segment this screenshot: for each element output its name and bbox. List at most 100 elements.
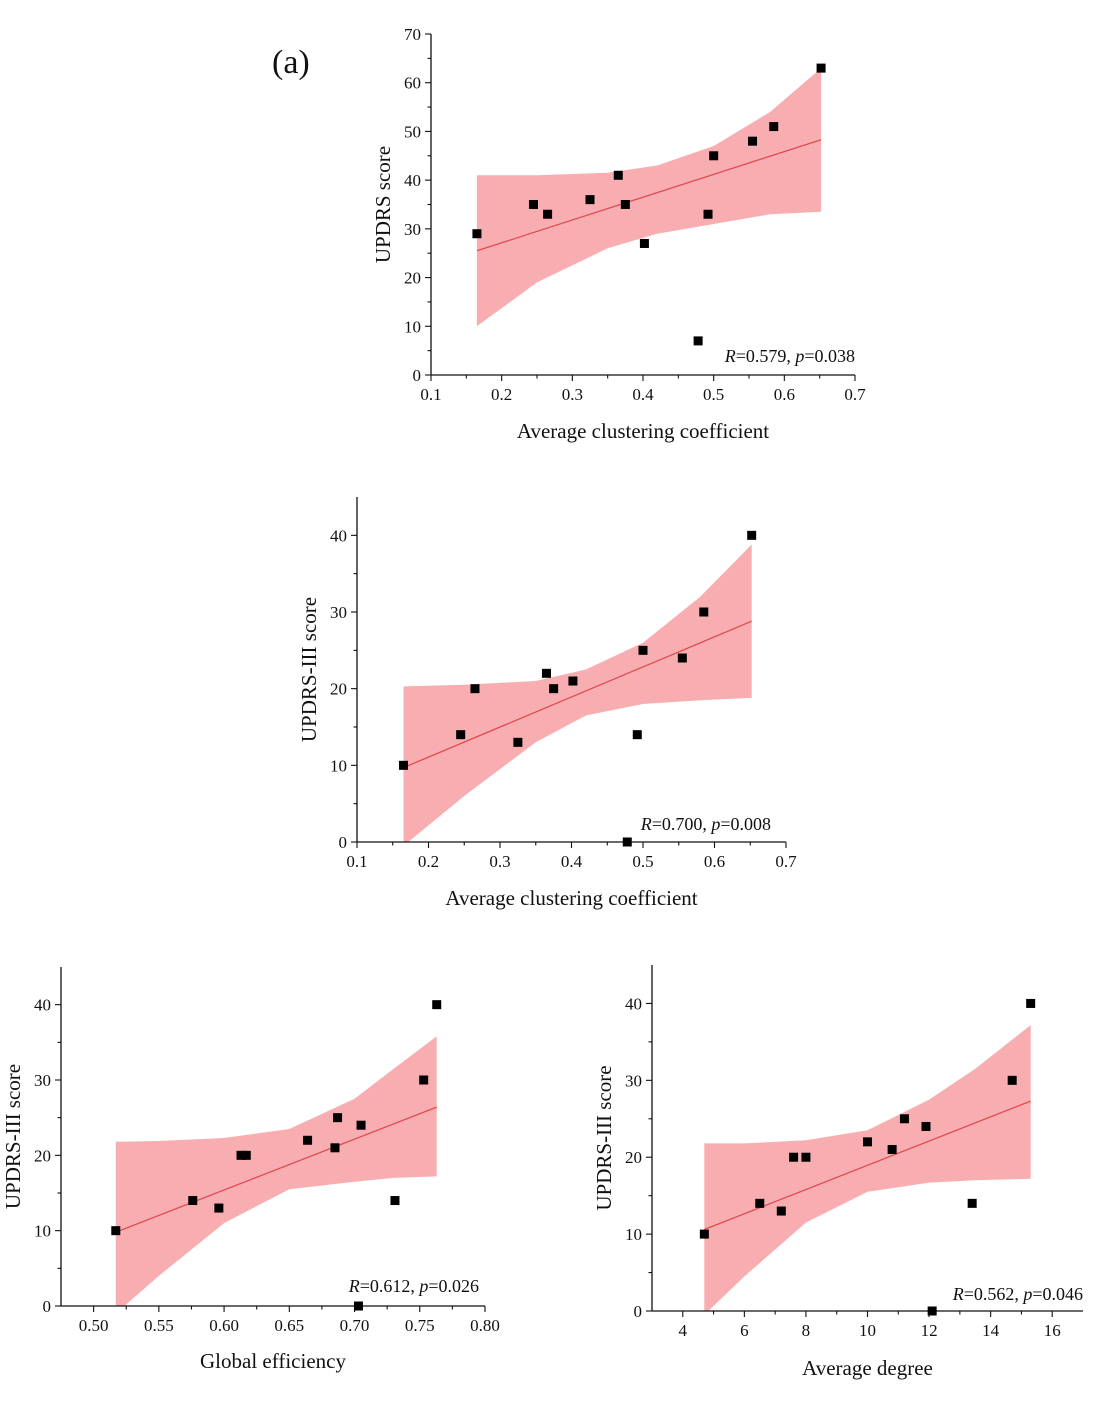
- x-tick-label: 0.70: [340, 1316, 370, 1335]
- correlation-annotation: R=0.612, p=0.026: [348, 1276, 479, 1296]
- data-point: [470, 684, 480, 694]
- data-point: [967, 1198, 977, 1208]
- data-point: [677, 653, 687, 663]
- y-axis-label: UPDRS-III score: [592, 1065, 616, 1210]
- data-point: [816, 63, 826, 73]
- y-tick-label: 30: [404, 220, 421, 239]
- x-tick-label: 0.4: [632, 385, 654, 404]
- y-tick-label: 40: [404, 171, 421, 190]
- y-tick-label: 30: [330, 603, 347, 622]
- x-tick-label: 0.7: [775, 852, 797, 871]
- x-tick-label: 12: [921, 1321, 938, 1340]
- regression-line: [403, 620, 752, 769]
- x-tick-label: 0.6: [704, 852, 725, 871]
- confidence-band: [115, 1036, 437, 1306]
- correlation-annotation: R=0.700, p=0.008: [640, 814, 771, 834]
- y-tick-label: 0: [634, 1302, 643, 1321]
- data-point: [390, 1196, 400, 1206]
- data-point: [709, 151, 719, 161]
- x-tick-label: 0.75: [405, 1316, 435, 1335]
- x-tick-label: 10: [859, 1321, 876, 1340]
- confidence-band: [704, 1025, 1031, 1311]
- y-tick-label: 70: [404, 25, 421, 44]
- x-tick-label: 16: [1044, 1321, 1061, 1340]
- data-point: [703, 209, 713, 219]
- data-point: [613, 170, 623, 180]
- x-axis-label: Average clustering coefficient: [517, 419, 769, 443]
- x-tick-label: 0.6: [774, 385, 795, 404]
- data-point: [333, 1113, 343, 1123]
- y-tick-label: 40: [625, 994, 642, 1013]
- regression-line: [704, 1100, 1031, 1231]
- data-point: [789, 1152, 799, 1162]
- data-point: [549, 684, 559, 694]
- x-tick-label: 6: [740, 1321, 749, 1340]
- x-tick-label: 0.65: [274, 1316, 304, 1335]
- data-point: [622, 837, 632, 847]
- data-point: [769, 122, 779, 132]
- x-tick-label: 0.4: [561, 852, 583, 871]
- x-tick-label: 0.50: [79, 1316, 109, 1335]
- y-tick-label: 20: [625, 1148, 642, 1167]
- y-tick-label: 60: [404, 74, 421, 93]
- data-point: [699, 1229, 709, 1239]
- confidence-band: [476, 68, 822, 327]
- panel-label: (a): [272, 44, 310, 81]
- y-tick-label: 30: [625, 1071, 642, 1090]
- data-point: [236, 1150, 246, 1160]
- data-point: [353, 1301, 363, 1311]
- data-point: [356, 1120, 366, 1130]
- data-point: [1007, 1075, 1017, 1085]
- data-point: [748, 136, 758, 146]
- data-point: [747, 530, 757, 540]
- x-tick-label: 0.60: [209, 1316, 239, 1335]
- data-point: [776, 1206, 786, 1216]
- data-point: [801, 1152, 811, 1162]
- data-point: [303, 1135, 313, 1145]
- x-tick-label: 0.5: [632, 852, 653, 871]
- correlation-annotation: R=0.579, p=0.038: [724, 346, 855, 366]
- x-tick-label: 0.5: [703, 385, 724, 404]
- y-tick-label: 40: [330, 526, 347, 545]
- y-tick-label: 10: [34, 1222, 51, 1241]
- data-point: [472, 229, 482, 239]
- y-axis-label: UPDRS-III score: [297, 597, 321, 742]
- y-axis-label: UPDRS score: [371, 146, 395, 263]
- regression-line: [115, 1106, 437, 1233]
- x-tick-label: 0.2: [418, 852, 439, 871]
- y-tick-label: 10: [404, 317, 421, 336]
- x-tick-label: 14: [982, 1321, 1000, 1340]
- data-point: [863, 1137, 872, 1147]
- x-axis-label: Global efficiency: [200, 1349, 346, 1373]
- y-tick-label: 20: [34, 1146, 51, 1165]
- y-tick-label: 10: [625, 1225, 642, 1244]
- data-point: [568, 676, 578, 686]
- data-point: [188, 1196, 198, 1206]
- x-tick-label: 4: [679, 1321, 688, 1340]
- data-point: [585, 195, 595, 205]
- data-point: [927, 1306, 937, 1316]
- y-tick-label: 10: [330, 756, 347, 775]
- x-tick-label: 8: [802, 1321, 811, 1340]
- x-tick-label: 0.1: [346, 852, 367, 871]
- y-tick-label: 40: [34, 996, 51, 1015]
- data-point: [693, 336, 703, 346]
- data-point: [755, 1198, 765, 1208]
- x-axis-label: Average degree: [802, 1356, 933, 1380]
- data-point: [214, 1203, 224, 1213]
- data-point: [241, 1150, 251, 1160]
- data-point: [887, 1145, 897, 1155]
- data-point: [699, 607, 709, 617]
- x-axis-label: Average clustering coefficient: [445, 886, 697, 910]
- x-tick-label: 0.80: [470, 1316, 500, 1335]
- data-point: [1026, 998, 1036, 1008]
- data-point: [513, 737, 523, 747]
- x-tick-label: 0.1: [420, 385, 441, 404]
- confidence-band: [403, 544, 752, 842]
- data-point: [899, 1114, 909, 1124]
- x-tick-label: 0.3: [562, 385, 583, 404]
